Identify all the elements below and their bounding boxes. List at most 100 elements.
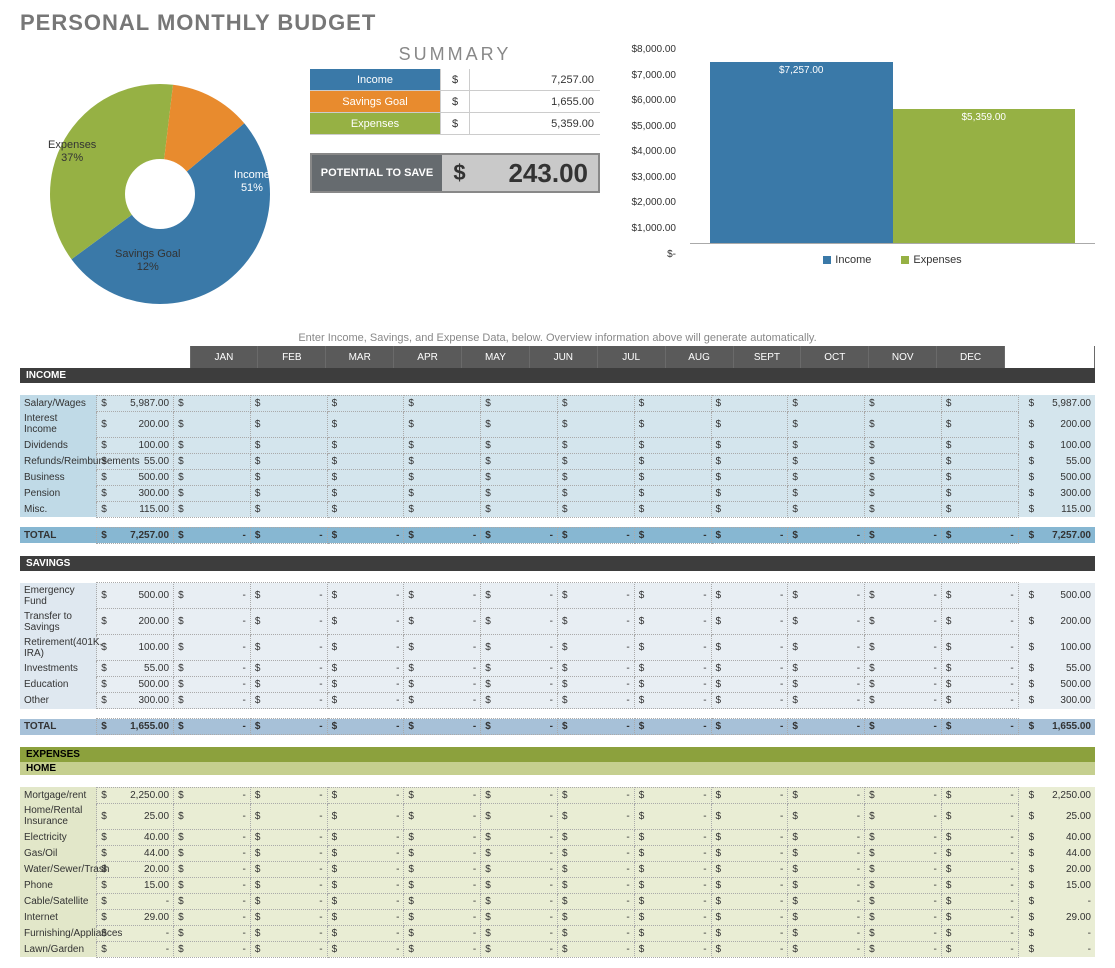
data-cell[interactable]: $500.00	[97, 583, 174, 609]
data-cell[interactable]: $-	[557, 609, 634, 635]
data-cell[interactable]: $-	[788, 845, 865, 861]
data-cell[interactable]: $-	[404, 787, 481, 803]
data-cell[interactable]: $-	[941, 609, 1018, 635]
data-cell[interactable]: $-	[557, 803, 634, 829]
data-cell[interactable]: $-	[557, 635, 634, 661]
data-cell[interactable]: $-	[404, 661, 481, 677]
data-cell[interactable]: $-	[941, 909, 1018, 925]
data-cell[interactable]: $-	[711, 803, 788, 829]
data-cell[interactable]: $	[557, 453, 634, 469]
data-cell[interactable]: $	[481, 501, 558, 517]
data-cell[interactable]: $-	[174, 583, 251, 609]
data-cell[interactable]: $-	[404, 893, 481, 909]
data-cell[interactable]: $	[557, 501, 634, 517]
data-cell[interactable]: $	[404, 411, 481, 437]
data-cell[interactable]: $	[634, 485, 711, 501]
data-cell[interactable]: $-	[481, 829, 558, 845]
data-cell[interactable]: $-	[711, 925, 788, 941]
data-cell[interactable]: $-	[97, 925, 174, 941]
data-cell[interactable]: $-	[788, 583, 865, 609]
data-cell[interactable]: $15.00	[97, 877, 174, 893]
data-cell[interactable]: $	[788, 469, 865, 485]
data-cell[interactable]: $	[634, 411, 711, 437]
data-cell[interactable]: $-	[557, 677, 634, 693]
data-cell[interactable]: $-	[174, 861, 251, 877]
data-cell[interactable]: $	[788, 485, 865, 501]
data-cell[interactable]: $-	[788, 909, 865, 925]
data-cell[interactable]: $-	[634, 677, 711, 693]
data-cell[interactable]: $-	[711, 661, 788, 677]
data-cell[interactable]: $300.00	[97, 485, 174, 501]
data-cell[interactable]: $-	[788, 925, 865, 941]
data-cell[interactable]: $	[327, 485, 404, 501]
data-cell[interactable]: $-	[788, 609, 865, 635]
data-cell[interactable]: $115.00	[97, 501, 174, 517]
data-cell[interactable]: $-	[174, 845, 251, 861]
data-cell[interactable]: $	[327, 469, 404, 485]
data-cell[interactable]: $	[941, 411, 1018, 437]
data-cell[interactable]: $-	[250, 845, 327, 861]
data-cell[interactable]: $-	[941, 787, 1018, 803]
data-cell[interactable]: $	[250, 453, 327, 469]
data-cell[interactable]: $	[327, 411, 404, 437]
data-cell[interactable]: $-	[404, 677, 481, 693]
data-cell[interactable]: $-	[404, 583, 481, 609]
data-cell[interactable]: $-	[634, 693, 711, 709]
data-cell[interactable]: $-	[788, 877, 865, 893]
data-cell[interactable]: $-	[941, 925, 1018, 941]
data-cell[interactable]: $-	[711, 583, 788, 609]
data-cell[interactable]: $-	[481, 845, 558, 861]
data-cell[interactable]: $-	[327, 661, 404, 677]
data-cell[interactable]: $-	[481, 909, 558, 925]
data-cell[interactable]: $-	[865, 661, 942, 677]
data-cell[interactable]: $-	[327, 909, 404, 925]
data-cell[interactable]: $-	[788, 661, 865, 677]
data-cell[interactable]: $-	[711, 677, 788, 693]
data-cell[interactable]: $-	[941, 635, 1018, 661]
data-cell[interactable]: $-	[481, 861, 558, 877]
data-cell[interactable]: $-	[711, 845, 788, 861]
data-cell[interactable]: $-	[557, 877, 634, 893]
data-cell[interactable]: $-	[250, 609, 327, 635]
data-cell[interactable]: $-	[634, 635, 711, 661]
data-cell[interactable]: $100.00	[97, 635, 174, 661]
data-cell[interactable]: $-	[557, 925, 634, 941]
data-cell[interactable]: $	[711, 501, 788, 517]
data-cell[interactable]: $-	[865, 803, 942, 829]
data-cell[interactable]: $	[865, 469, 942, 485]
data-cell[interactable]: $-	[97, 941, 174, 957]
data-cell[interactable]: $	[250, 395, 327, 411]
data-cell[interactable]: $-	[865, 693, 942, 709]
data-cell[interactable]: $	[557, 395, 634, 411]
data-cell[interactable]: $-	[634, 845, 711, 861]
data-cell[interactable]: $200.00	[97, 609, 174, 635]
data-cell[interactable]: $	[481, 395, 558, 411]
data-cell[interactable]: $	[481, 411, 558, 437]
data-cell[interactable]: $-	[634, 925, 711, 941]
data-cell[interactable]: $-	[481, 925, 558, 941]
data-cell[interactable]: $	[711, 437, 788, 453]
data-cell[interactable]: $-	[865, 609, 942, 635]
data-cell[interactable]: $	[404, 485, 481, 501]
data-cell[interactable]: $	[941, 469, 1018, 485]
data-cell[interactable]: $-	[327, 941, 404, 957]
data-cell[interactable]: $-	[481, 635, 558, 661]
data-cell[interactable]: $	[174, 437, 251, 453]
data-cell[interactable]: $	[404, 453, 481, 469]
data-cell[interactable]: $-	[327, 877, 404, 893]
data-cell[interactable]: $-	[174, 909, 251, 925]
data-cell[interactable]: $	[404, 469, 481, 485]
data-cell[interactable]: $-	[404, 861, 481, 877]
data-cell[interactable]: $-	[481, 583, 558, 609]
data-cell[interactable]: $-	[788, 941, 865, 957]
data-cell[interactable]: $-	[250, 677, 327, 693]
data-cell[interactable]: $-	[481, 877, 558, 893]
data-cell[interactable]: $25.00	[97, 803, 174, 829]
data-cell[interactable]: $-	[788, 829, 865, 845]
data-cell[interactable]: $-	[327, 677, 404, 693]
data-cell[interactable]: $	[711, 395, 788, 411]
data-cell[interactable]: $-	[865, 861, 942, 877]
data-cell[interactable]: $-	[404, 909, 481, 925]
data-cell[interactable]: $-	[404, 635, 481, 661]
data-cell[interactable]: $-	[404, 693, 481, 709]
